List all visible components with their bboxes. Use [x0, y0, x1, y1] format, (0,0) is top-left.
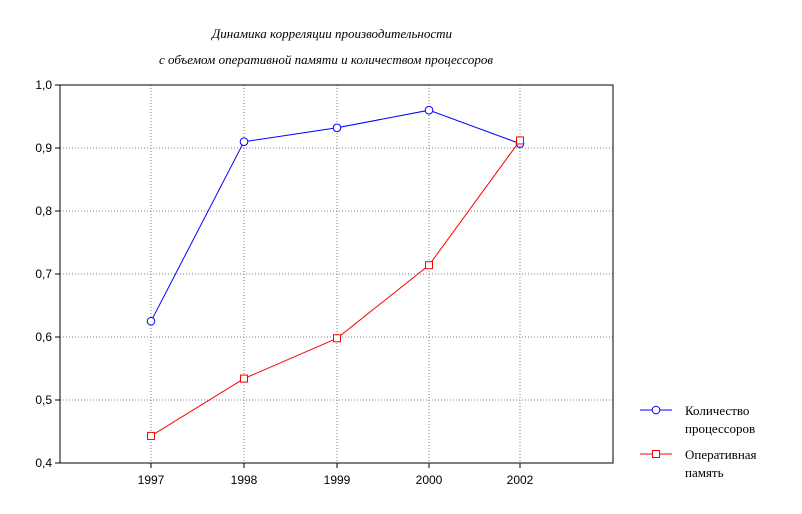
y-tick-label: 0,7	[35, 267, 52, 281]
grid-lines	[60, 85, 613, 463]
y-tick-label: 0,8	[35, 204, 52, 218]
data-point	[516, 136, 524, 145]
legend-label: Количество	[685, 403, 749, 418]
legend-marker	[652, 450, 660, 458]
axes: 0,4 0,5 0,6 0,7 0,8 0,9 1,0 1997 1998 1999 2000 200…	[35, 78, 533, 487]
legend-item-2: Оперативная память	[640, 447, 757, 480]
data-point	[240, 374, 248, 383]
y-tick-label: 0,6	[35, 330, 52, 344]
data-point	[239, 137, 249, 146]
data-point	[424, 105, 434, 115]
y-tick-label: 0,9	[35, 141, 52, 155]
series-2	[147, 136, 524, 440]
legend-label: память	[685, 465, 724, 480]
legend-label: процессоров	[685, 421, 755, 436]
series-group	[146, 105, 525, 440]
y-tick-label: 0,5	[35, 393, 52, 407]
y-tick-label: 1,0	[35, 78, 52, 92]
x-tick-label: 1998	[231, 473, 258, 487]
x-tick-label: 2002	[507, 473, 534, 487]
data-point	[147, 431, 155, 440]
x-tick-label: 1999	[324, 473, 351, 487]
chart-title-line-1: Динамика корреляции производительности	[210, 26, 452, 41]
legend-marker	[651, 405, 661, 415]
x-tick-label: 1997	[138, 473, 165, 487]
chart-title-line-2: с объемом оперативной памяти и количеств…	[159, 52, 493, 67]
legend: Количество процессоров Оперативная память	[640, 403, 757, 480]
data-point	[425, 261, 433, 270]
data-point	[146, 316, 156, 326]
x-tick-label: 2000	[416, 473, 443, 487]
legend-label: Оперативная	[685, 447, 757, 462]
data-point	[332, 123, 342, 133]
series-line	[150, 140, 521, 437]
legend-item-1: Количество процессоров	[640, 403, 755, 436]
series-1	[146, 105, 525, 326]
y-tick-label: 0,4	[35, 456, 52, 470]
data-point	[333, 334, 341, 343]
